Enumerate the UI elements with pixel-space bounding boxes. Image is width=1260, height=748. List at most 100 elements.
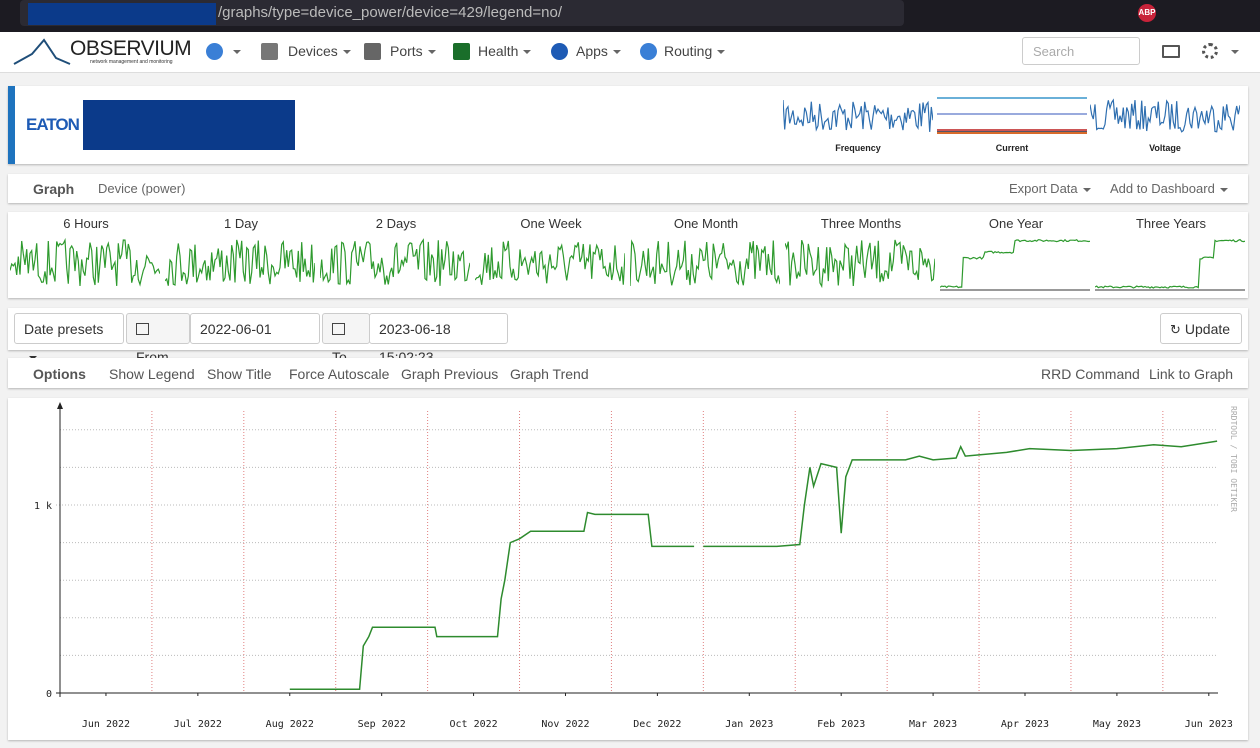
mini-graph-label: Frequency — [835, 143, 881, 153]
screen-icon[interactable] — [1162, 45, 1180, 58]
action-label: Add to Dashboard — [1110, 181, 1215, 196]
x-tick-label: Mar 2023 — [909, 719, 957, 730]
nav-label: Ports — [390, 43, 423, 59]
thumbnail-graph[interactable] — [320, 234, 470, 292]
thumbnail-graph[interactable] — [165, 234, 315, 292]
nav-icon[interactable] — [364, 43, 381, 60]
nav-icon[interactable] — [453, 43, 470, 60]
option[interactable]: RRD Command — [1041, 366, 1140, 382]
thumb-path — [630, 239, 780, 287]
nav-menu[interactable]: Devices — [288, 43, 351, 59]
period-label[interactable]: One Year — [988, 216, 1044, 231]
caret — [342, 50, 351, 55]
period-label[interactable]: 2 Days — [375, 216, 417, 231]
add-dashboard[interactable]: Add to Dashboard — [1110, 181, 1228, 196]
thumbnail-graph[interactable] — [475, 234, 625, 292]
nav-label: Apps — [576, 43, 608, 59]
chart: 0 1 k Jun 2022 Jul 2022 Aug 2022 Sep 2022 Oct … — [34, 402, 1238, 730]
x-tick-label: Oct 2022 — [449, 719, 497, 730]
period-label[interactable]: 1 Day — [224, 216, 258, 231]
extension-badge[interactable]: ABP — [1138, 4, 1156, 22]
options-title: Options — [33, 366, 86, 382]
nav-icon[interactable] — [551, 43, 568, 60]
update-text: Update — [1184, 321, 1231, 337]
thumbnail-graph[interactable] — [10, 234, 160, 292]
option[interactable]: Graph Previous — [401, 366, 499, 382]
nav-label: Health — [478, 43, 519, 59]
x-tick-label: Jul 2022 — [174, 719, 222, 730]
x-tick-label: Jun 2023 — [1185, 719, 1233, 730]
period-label[interactable]: One Week — [520, 216, 582, 231]
redacted — [83, 100, 295, 150]
nav-label: Devices — [288, 43, 338, 59]
url: /graphs/type=device_power/device=429/leg… — [218, 4, 563, 21]
x-tick-label: Aug 2022 — [266, 719, 314, 730]
thumbnail-graph[interactable] — [785, 234, 935, 292]
mini-graph-label: Current — [995, 143, 1029, 153]
option[interactable]: Link to Graph — [1149, 366, 1234, 382]
period-label[interactable]: Three Months — [820, 216, 902, 231]
thumb-path — [320, 238, 470, 286]
option[interactable]: Graph Trend — [510, 366, 589, 382]
thumbnail-graph[interactable] — [630, 234, 780, 292]
x-tick-label: Jun 2022 — [82, 719, 130, 730]
thumbnail-graph[interactable] — [937, 96, 1087, 136]
y-tick-label: 1 k — [34, 501, 52, 512]
refresh-icon: ↻ — [1170, 322, 1181, 337]
graph-title: Graph — [33, 181, 75, 197]
from-input[interactable]: 2022-06-01 15:02:2 — [190, 313, 320, 344]
nav-menu[interactable]: Apps — [576, 43, 621, 59]
graph-subtitle: Device (power) — [98, 181, 186, 196]
mini-graph-label: Voltage — [1149, 143, 1181, 153]
x-tick-label: May 2023 — [1093, 719, 1141, 730]
caret — [523, 50, 532, 55]
nav-label: Routing — [664, 43, 713, 59]
x-tick-label: Sep 2022 — [358, 719, 406, 730]
thumbnail-graph[interactable] — [1090, 96, 1240, 136]
preset-label: Date presets — [24, 321, 104, 337]
caret — [612, 50, 621, 55]
thumb-path — [165, 239, 315, 286]
caret — [1219, 187, 1228, 192]
period-label[interactable]: One Month — [673, 216, 739, 231]
update-button[interactable]: ↻ Update — [1160, 313, 1242, 344]
thumbnail-graph[interactable] — [783, 96, 933, 136]
x-tick-label: Apr 2023 — [1001, 719, 1049, 730]
options-bar — [8, 358, 1248, 388]
redacted — [28, 3, 216, 25]
thumbnail-graph[interactable] — [940, 234, 1090, 292]
globe-icon[interactable] — [206, 43, 223, 60]
nav-menu[interactable]: Health — [478, 43, 532, 59]
graph-bar — [8, 174, 1248, 203]
date-presets[interactable]: Date presets — [14, 313, 124, 361]
nav-icon[interactable] — [640, 43, 657, 60]
nav-menu[interactable]: Ports — [390, 43, 436, 59]
period-label[interactable]: Three Years — [1135, 216, 1207, 231]
thumbnail-graph[interactable] — [1095, 234, 1245, 292]
axis-arrow — [57, 402, 63, 409]
thumb-path — [475, 240, 625, 285]
to-label: To — [322, 313, 370, 365]
x-tick-label: Feb 2023 — [817, 719, 865, 730]
search[interactable]: Search — [1022, 37, 1140, 65]
nav-menu[interactable]: Routing — [664, 43, 726, 59]
calendar-icon — [332, 323, 345, 335]
settings-icon[interactable] — [1202, 43, 1218, 59]
option[interactable]: Show Title — [207, 366, 272, 382]
calendar-icon — [136, 323, 149, 335]
brand[interactable]: OBSERVIUM — [70, 37, 192, 60]
option[interactable]: Force Autoscale — [289, 366, 390, 382]
export-data[interactable]: Export Data — [1009, 181, 1091, 196]
thumb-path — [940, 238, 1090, 289]
nav-icon[interactable] — [261, 43, 278, 60]
caret — [233, 50, 241, 54]
period-label[interactable]: 6 Hours — [63, 216, 109, 231]
option[interactable]: Show Legend — [109, 366, 195, 382]
tagline: network management and monitoring — [90, 59, 173, 65]
chart-panel — [8, 398, 1248, 740]
thumb-path — [783, 99, 933, 132]
periods-panel — [8, 212, 1248, 298]
action-label: Export Data — [1009, 181, 1078, 196]
to-input[interactable]: 2023-06-18 15:02:23 — [369, 313, 508, 365]
